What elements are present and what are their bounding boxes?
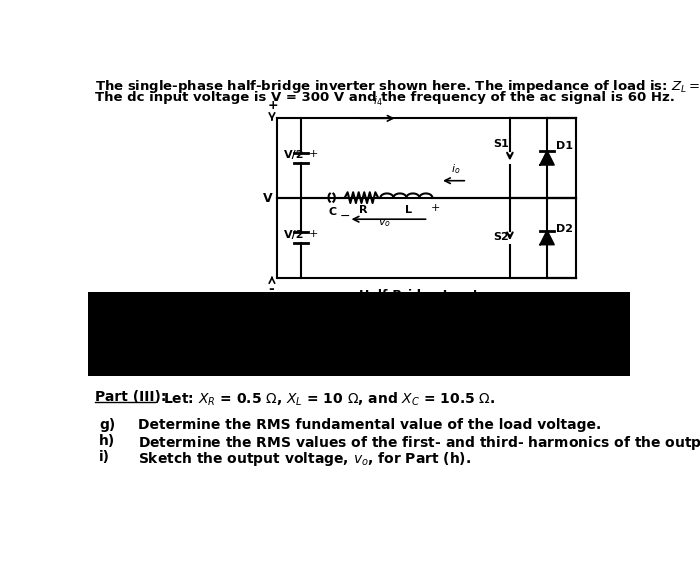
Polygon shape xyxy=(540,231,554,245)
Text: −: − xyxy=(340,211,350,224)
Text: +: + xyxy=(268,99,279,112)
Text: +: + xyxy=(309,229,318,239)
Text: D1: D1 xyxy=(556,141,573,151)
Text: +: + xyxy=(309,149,318,159)
Text: Determine the RMS fundamental value of the load voltage.: Determine the RMS fundamental value of t… xyxy=(138,418,601,432)
Text: $i_o$: $i_o$ xyxy=(452,162,461,176)
Text: Let: $X_R$ = 0.5 $\Omega$, $X_L$ = 10 $\Omega$, and $X_C$ = 10.5 $\Omega$.: Let: $X_R$ = 0.5 $\Omega$, $X_L$ = 10 $\… xyxy=(162,390,495,407)
Text: $v_o$: $v_o$ xyxy=(378,218,391,229)
Text: $i_4$: $i_4$ xyxy=(372,94,382,108)
Text: C: C xyxy=(328,207,337,217)
Text: The dc input voltage is V = 300 V and the frequency of the ac signal is 60 Hz.: The dc input voltage is V = 300 V and th… xyxy=(95,90,675,104)
Text: Sketch the output voltage, $v_o$, for Part (h).: Sketch the output voltage, $v_o$, for Pa… xyxy=(138,450,471,468)
Text: S2: S2 xyxy=(493,232,509,242)
Text: D2: D2 xyxy=(556,224,573,234)
Text: V/2: V/2 xyxy=(284,150,304,160)
Text: Part (III):: Part (III): xyxy=(95,390,167,404)
Text: V: V xyxy=(262,192,272,204)
Text: S1: S1 xyxy=(493,139,509,149)
Text: Determine the RMS values of the first- and third- harmonics of the output voltag: Determine the RMS values of the first- a… xyxy=(138,434,700,452)
Bar xyxy=(88,291,630,376)
Text: +: + xyxy=(430,203,440,213)
Text: g): g) xyxy=(99,418,116,432)
Text: L: L xyxy=(405,205,412,215)
Polygon shape xyxy=(540,151,554,165)
Text: V/2: V/2 xyxy=(284,230,304,240)
Text: h): h) xyxy=(99,434,116,448)
Text: -: - xyxy=(268,282,274,296)
Text: R: R xyxy=(359,205,368,215)
Text: Half-Bridge Inveter: Half-Bridge Inveter xyxy=(359,289,494,302)
Text: i): i) xyxy=(99,450,110,464)
Text: The single-phase half-bridge inverter shown here. The impedance of load is: $Z_L: The single-phase half-bridge inverter sh… xyxy=(95,79,700,95)
